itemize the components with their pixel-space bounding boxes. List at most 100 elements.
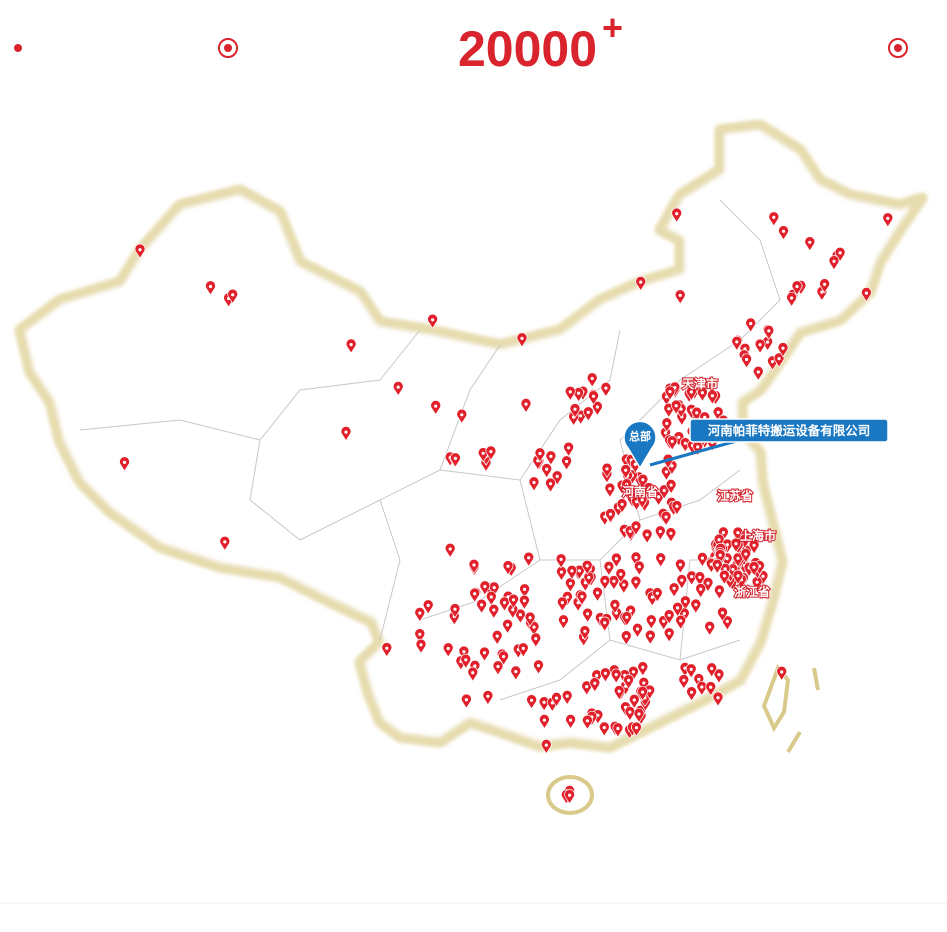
pin [658, 484, 670, 500]
pin [468, 559, 480, 575]
pin [714, 584, 725, 600]
pin [599, 575, 611, 591]
pin [427, 313, 438, 329]
pin [777, 342, 789, 358]
pin [678, 607, 690, 623]
pin [630, 520, 642, 536]
pin [498, 650, 509, 666]
pin [651, 587, 663, 603]
pin [592, 586, 603, 602]
pin [119, 456, 130, 472]
pin [545, 450, 557, 466]
pin [430, 400, 442, 416]
pin [664, 385, 676, 401]
pin [563, 441, 574, 457]
pin [476, 598, 487, 614]
pin [630, 575, 642, 591]
pin [414, 628, 426, 644]
pin [719, 569, 730, 585]
pin [621, 478, 633, 494]
pin [479, 646, 490, 662]
pin [705, 681, 717, 697]
pin [621, 611, 633, 627]
pin [558, 614, 569, 630]
pin [510, 665, 522, 681]
pin [713, 533, 725, 549]
pin [628, 694, 640, 710]
pin [539, 714, 550, 730]
pin [615, 568, 627, 584]
pin [491, 630, 503, 646]
province-label: 上海市 [740, 528, 776, 543]
pin [671, 500, 683, 516]
pin [618, 578, 630, 594]
pin [633, 560, 645, 576]
pin [778, 225, 789, 241]
pin [528, 476, 540, 492]
pin [731, 335, 743, 352]
pin [702, 577, 714, 593]
pin [467, 666, 479, 682]
pin [804, 236, 816, 252]
pin [502, 618, 513, 635]
count: 20000 [458, 21, 597, 77]
pin [600, 382, 612, 398]
pin [458, 645, 470, 661]
pin [205, 280, 216, 296]
pin [449, 603, 461, 619]
province-label: 天津市 [682, 376, 718, 391]
pin [541, 463, 553, 479]
pin [605, 508, 616, 524]
pin [660, 511, 672, 527]
pin [561, 455, 572, 471]
pin [620, 464, 632, 480]
pin [540, 739, 552, 755]
pin [763, 324, 775, 341]
pin [741, 353, 752, 369]
pin [589, 677, 601, 693]
pin [697, 386, 708, 402]
pin [415, 638, 427, 654]
pin [519, 594, 530, 610]
pin [718, 526, 729, 542]
pin [582, 607, 593, 623]
pin [555, 553, 567, 569]
pin [422, 599, 434, 615]
pin [637, 473, 649, 489]
pin [620, 630, 632, 646]
pin [551, 692, 562, 708]
pin [588, 390, 599, 406]
pin [675, 558, 686, 574]
pin [492, 660, 504, 676]
pin [564, 789, 575, 805]
pin [834, 246, 846, 263]
pin [697, 552, 708, 568]
pin [581, 559, 593, 576]
pin [685, 663, 697, 679]
pin [488, 604, 500, 620]
pin [721, 615, 733, 631]
pin [730, 537, 742, 553]
pin [611, 552, 622, 568]
pin [499, 596, 510, 612]
hq-badge: 总部 [629, 429, 651, 443]
pin [579, 625, 591, 641]
pin [502, 560, 514, 576]
pin [711, 559, 723, 575]
pin [636, 493, 648, 509]
pin [599, 616, 611, 632]
pin [610, 668, 622, 684]
pin [768, 211, 780, 227]
pin [516, 332, 528, 348]
pin [707, 389, 718, 405]
pin [678, 674, 690, 690]
plus: + [602, 7, 623, 48]
pin [828, 255, 840, 271]
pin [526, 694, 537, 710]
pin [882, 212, 894, 228]
pin [485, 591, 497, 607]
pin [603, 561, 615, 577]
province-label: 河南省 [621, 484, 658, 499]
pin [672, 601, 683, 618]
